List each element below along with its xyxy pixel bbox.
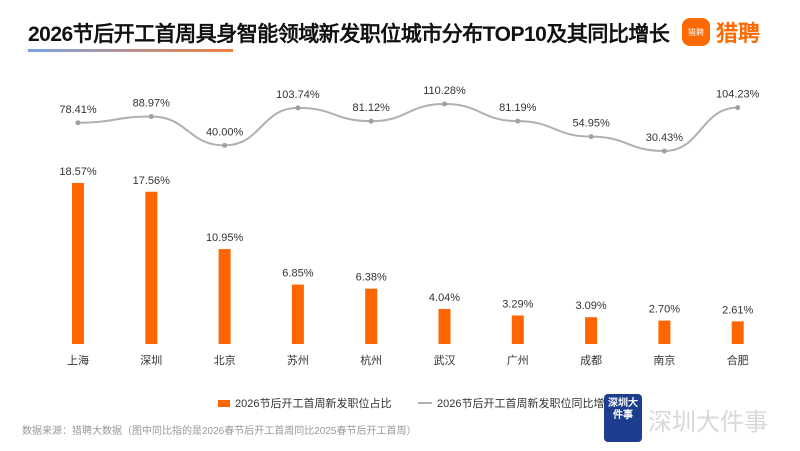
bar-value-label: 2.61% — [722, 304, 753, 316]
category-label: 南京 — [653, 353, 675, 367]
bar — [145, 191, 158, 344]
growth-point — [222, 142, 228, 148]
growth-value-label: 81.19% — [499, 102, 537, 114]
watermark-badge: 深圳大件事 — [604, 394, 642, 442]
growth-value-label: 104.23% — [716, 89, 760, 101]
category-label: 上海 — [67, 353, 89, 367]
growth-point — [442, 101, 447, 107]
bar — [72, 182, 84, 344]
category-label: 北京 — [214, 353, 236, 367]
category-label: 武汉 — [434, 354, 456, 367]
bar-value-label: 3.29% — [502, 298, 533, 310]
bar-value-label: 10.95% — [206, 232, 244, 244]
legend-bar-label: 2026节后开工首周新发职位占比 — [235, 398, 392, 410]
growth-point — [588, 134, 594, 140]
liepin-logo-icon: 猎聘 — [682, 18, 710, 46]
legend-line-label: 2026节后开工首周新发职位同比增长 — [437, 398, 616, 410]
data-source: 数据来源：猎聘大数据（图中同比指的是2026春节后开工首周同比2025春节后开工… — [22, 426, 417, 437]
legend-bar-swatch — [218, 399, 230, 407]
category-label: 成都 — [580, 354, 602, 367]
bar — [291, 284, 304, 344]
page-title: 2026节后开工首周具身智能领域新发职位城市分布TOP10及其同比增长 — [28, 23, 670, 46]
growth-value-label: 40.00% — [206, 126, 244, 138]
legend-bar: 2026节后开工首周新发职位占比 — [218, 395, 391, 411]
bar — [218, 249, 231, 344]
growth-value-label: 81.12% — [353, 102, 391, 114]
growth-value-label: 110.28% — [423, 85, 466, 97]
watermark-badge-text: 深圳大件事 — [608, 398, 638, 421]
growth-point — [515, 118, 521, 124]
bar-value-label: 4.04% — [429, 292, 460, 304]
category-label: 苏州 — [287, 354, 309, 367]
growth-point — [295, 105, 301, 111]
watermark-text: 深圳大件事 — [648, 409, 768, 436]
category-label: 杭州 — [360, 353, 382, 367]
bar-value-label: 6.38% — [356, 272, 387, 284]
legend-line-swatch — [418, 402, 432, 404]
growth-point — [148, 114, 154, 120]
growth-value-label: 88.97% — [133, 98, 171, 110]
growth-point — [661, 148, 667, 154]
bar-value-label: 3.09% — [575, 300, 606, 312]
growth-point — [368, 118, 374, 124]
bar-value-label: 2.70% — [649, 304, 680, 316]
legend-line: 2026节后开工首周新发职位同比增长 — [418, 395, 615, 411]
bar-value-label: 6.85% — [282, 268, 313, 280]
bar — [658, 320, 671, 344]
growth-point — [75, 120, 81, 126]
liepin-logo-text: 猎聘 — [716, 21, 761, 46]
liepin-logo: 猎聘 猎聘 — [682, 16, 760, 48]
bar — [365, 288, 378, 344]
bar-value-label: 17.56% — [133, 175, 171, 187]
growth-value-label: 54.95% — [572, 118, 610, 130]
bar — [438, 308, 451, 344]
bar — [731, 321, 744, 344]
bar-value-label: 18.57% — [59, 166, 97, 178]
bar — [511, 315, 524, 344]
bar — [585, 317, 598, 344]
title-underline — [28, 49, 233, 52]
growth-value-label: 30.43% — [646, 132, 684, 144]
growth-value-label: 78.41% — [59, 104, 97, 116]
growth-point — [735, 105, 741, 111]
category-label: 广州 — [507, 354, 529, 367]
category-label: 深圳 — [140, 354, 162, 367]
category-label: 合肥 — [727, 353, 749, 367]
growth-value-label: 103.74% — [276, 89, 320, 101]
growth-line — [77, 102, 738, 153]
